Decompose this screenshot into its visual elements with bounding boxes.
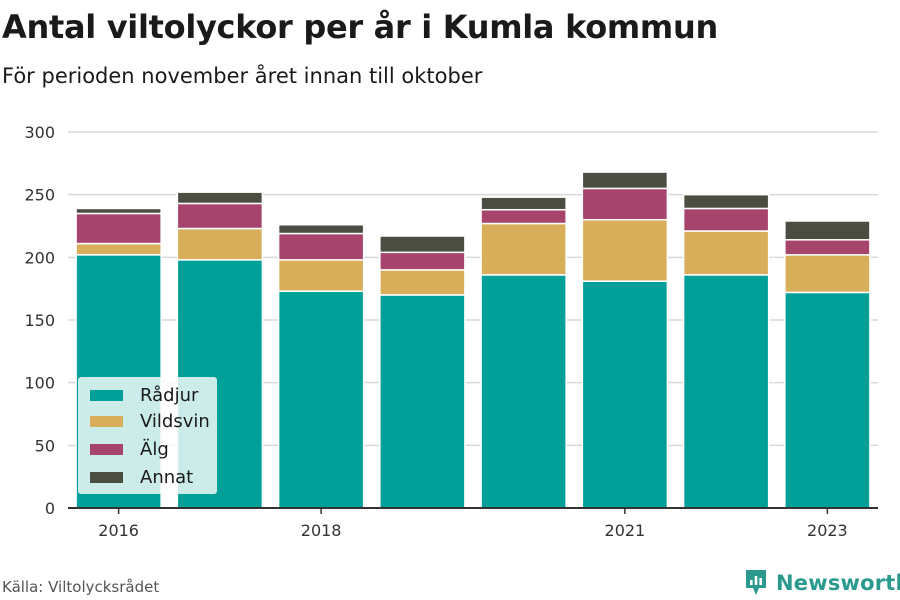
legend-label-alg: Älg [140, 438, 169, 460]
bar-segment-annat-2022 [682, 193, 770, 210]
x-tick-label: 2023 [807, 521, 848, 540]
bar-segment-vildsvin-2016 [75, 242, 162, 256]
y-tick-label: 150 [24, 311, 55, 330]
y-tick-label: 200 [24, 248, 55, 267]
bar-segment-rådjur-2019 [379, 294, 466, 509]
bar-segment-älg-2016 [75, 212, 162, 245]
bar-segment-annat-2021 [581, 171, 669, 190]
bar-segment-älg-2019 [379, 251, 466, 271]
bar-segment-annat-2019 [379, 235, 466, 254]
legend-item-vildsvin: Vildsvin [90, 410, 210, 432]
bar-segment-annat-2020 [480, 196, 567, 211]
x-tick-label: 2021 [605, 521, 646, 540]
bar-segment-rådjur-2022 [682, 274, 770, 509]
legend-swatch-radjur [90, 389, 123, 401]
bar-segment-älg-2017 [176, 202, 264, 230]
bar-segment-rådjur-2021 [581, 280, 669, 509]
legend-item-alg: Älg [90, 438, 169, 460]
legend-item-annat: Annat [90, 466, 193, 488]
bar-segment-älg-2018 [277, 232, 365, 261]
bar-segment-vildsvin-2023 [784, 254, 871, 294]
y-tick-label: 250 [24, 186, 55, 205]
bar-segment-vildsvin-2022 [682, 230, 770, 276]
bar-segment-vildsvin-2021 [581, 218, 669, 282]
brand-name: Newsworthy [776, 571, 900, 595]
bar-segment-vildsvin-2018 [277, 259, 365, 292]
legend-swatch-vildsvin [90, 415, 123, 427]
x-tick-label: 2018 [301, 521, 342, 540]
legend: Rådjur Vildsvin Älg Annat [78, 377, 217, 494]
x-tick-label: 2016 [98, 521, 139, 540]
bar-segment-rådjur-2020 [480, 274, 567, 509]
source-note: Källa: Viltolycksrådet [2, 578, 160, 596]
bar-segment-annat-2017 [176, 191, 264, 205]
bar-segment-vildsvin-2020 [480, 222, 567, 276]
legend-label-annat: Annat [140, 466, 194, 488]
y-tick-label: 300 [24, 123, 55, 142]
legend-item-radjur: Rådjur [90, 384, 198, 406]
bar-segment-älg-2022 [682, 207, 770, 232]
bar-segment-vildsvin-2017 [176, 227, 264, 261]
legend-label-vildsvin: Vildsvin [140, 410, 210, 432]
y-tick-label: 50 [35, 436, 55, 455]
bar-segment-annat-2016 [75, 207, 162, 215]
bar-segment-annat-2023 [784, 220, 871, 241]
bar-segment-älg-2020 [480, 208, 567, 225]
brand-logo[interactable]: Newsworthy [744, 568, 900, 598]
bar-segment-rådjur-2023 [784, 291, 871, 509]
newsworthy-logo-icon [746, 570, 766, 595]
chart-title: Antal viltolyckor per år i Kumla kommun [2, 8, 718, 46]
y-tick-label: 100 [24, 374, 55, 393]
bar-segment-annat-2018 [277, 223, 365, 235]
legend-label-radjur: Rådjur [140, 384, 199, 406]
legend-swatch-alg [90, 443, 123, 455]
y-tick-label: 0 [45, 499, 55, 518]
chart-subtitle: För perioden november året innan till ok… [2, 64, 483, 88]
bar-segment-vildsvin-2019 [379, 269, 466, 296]
legend-swatch-annat [90, 471, 123, 483]
bar-segment-älg-2021 [581, 187, 669, 221]
bar-segment-älg-2023 [784, 239, 871, 256]
bar-segment-rådjur-2018 [277, 290, 365, 509]
